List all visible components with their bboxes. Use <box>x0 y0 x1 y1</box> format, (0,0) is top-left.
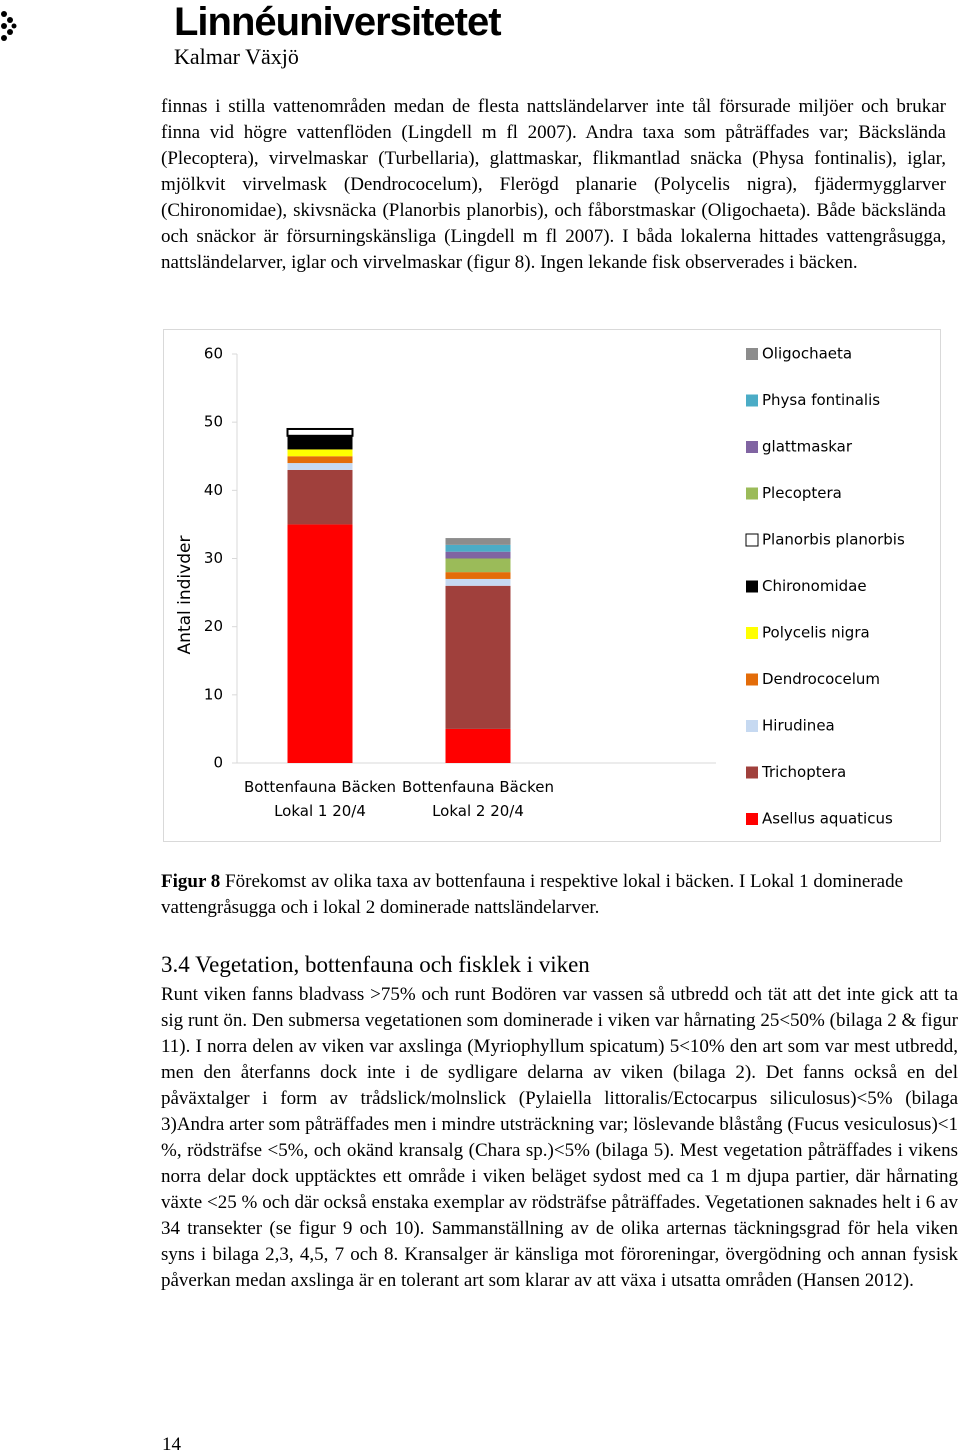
bar-segment <box>287 469 353 525</box>
section-heading: 3.4 Vegetation, bottenfauna och fisklek … <box>161 952 590 977</box>
y-tick-label: 0 <box>213 754 223 772</box>
legend-label: Plecoptera <box>762 484 842 502</box>
y-axis-title: Antal indivder <box>175 536 195 655</box>
legend-label: Chironomidae <box>762 577 867 595</box>
bar-segment <box>287 524 353 763</box>
legend-label: glattmaskar <box>762 438 853 456</box>
legend-swatch <box>745 533 759 547</box>
bar-segment <box>287 449 353 457</box>
x-tick-label: Bottenfauna Bäcken Lokal 2 20/4 <box>401 778 555 820</box>
x-tick-label: Bottenfauna Bäcken Lokal 1 20/4 <box>243 778 397 820</box>
legend-label: Planorbis planorbis <box>762 531 905 549</box>
bar-segment <box>286 427 354 437</box>
y-tick-label: 20 <box>204 617 223 635</box>
legend-label: Polycelis nigra <box>762 624 870 642</box>
legend-swatch <box>746 766 758 779</box>
bar-segment <box>445 551 511 559</box>
caption-text: Förekomst av olika taxa av bottenfauna i… <box>161 871 904 918</box>
paragraph: finnas i stilla vattenområden medan de f… <box>161 96 946 273</box>
legend-label: Hirudinea <box>762 717 835 735</box>
legend-label: Trichoptera <box>761 763 846 781</box>
legend-label: Dendrococelum <box>762 670 880 688</box>
y-tick-label: 40 <box>204 481 223 499</box>
legend-swatch <box>746 720 758 732</box>
bar-segment <box>445 728 511 763</box>
bar-segment <box>287 435 353 450</box>
legend-label: Physa fontinalis <box>762 391 880 409</box>
page-number: 14 <box>162 1434 181 1455</box>
legend-swatch <box>746 627 758 639</box>
y-tick-label: 30 <box>204 549 223 567</box>
logo: Linnéuniversitetet <box>174 0 502 44</box>
bar-segment <box>445 578 511 586</box>
bar-segment <box>287 456 353 464</box>
legend-label: Oligochaeta <box>762 345 852 363</box>
bar-segment <box>445 585 511 729</box>
bar-segment <box>287 463 353 470</box>
caption: Figur 8 Förekomst av olika taxa av botte… <box>161 869 946 921</box>
logo-subtitle: Kalmar Växjö <box>174 44 299 69</box>
legend-swatch <box>746 580 758 593</box>
y-tick-label: 10 <box>204 685 223 703</box>
bar-segment <box>445 538 511 545</box>
legend-label: Asellus aquaticus <box>762 810 893 828</box>
legend-swatch <box>746 813 758 825</box>
caption-label: Figur 8 <box>161 871 221 892</box>
legend-swatch <box>746 441 758 453</box>
section-text: Runt viken fanns bladvass >75% och runt … <box>161 984 958 1291</box>
y-tick-label: 60 <box>204 345 223 363</box>
legend-swatch <box>746 348 758 360</box>
y-tick-label: 50 <box>204 413 223 431</box>
legend-swatch <box>746 487 758 500</box>
bar-segment <box>445 558 511 573</box>
legend-swatch <box>746 394 758 407</box>
legend-swatch <box>746 673 758 686</box>
bar-segment <box>445 544 511 552</box>
logo-mark <box>1 11 17 41</box>
chart-frame <box>163 329 941 842</box>
bar-segment <box>445 572 511 579</box>
